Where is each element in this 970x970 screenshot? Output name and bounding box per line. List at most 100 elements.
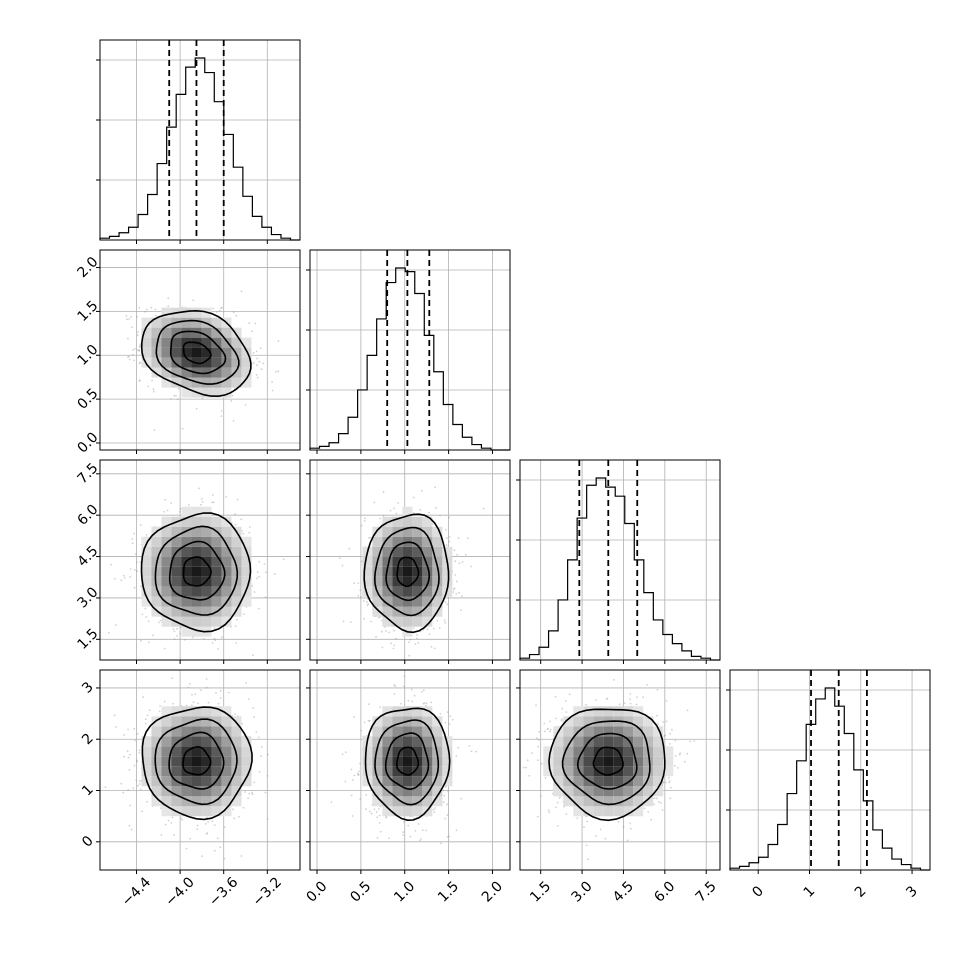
scatter-point (141, 810, 144, 813)
scatter-point (595, 835, 597, 837)
contour-line (140, 512, 252, 633)
density-cell (422, 616, 433, 627)
scatter-point (430, 645, 433, 648)
density-cell (553, 776, 564, 787)
scatter-point (233, 817, 236, 820)
density-cell (211, 596, 222, 607)
scatter-point (205, 686, 208, 689)
density-cell (412, 586, 423, 597)
density-cell (633, 806, 644, 817)
density-cell (362, 556, 373, 567)
scatter-point (604, 837, 607, 840)
density-cell (422, 776, 433, 787)
density-cell (161, 576, 172, 587)
scatter-point (271, 389, 274, 392)
scatter-point (535, 704, 537, 707)
density-cell (181, 716, 192, 727)
density-cell (392, 746, 403, 757)
scatter-point (439, 514, 441, 517)
scatter-point (258, 360, 261, 363)
scatter-point (560, 718, 563, 721)
density-cell (211, 736, 222, 747)
density-cell (191, 576, 202, 587)
density-cell (432, 776, 443, 787)
density-cell (171, 746, 182, 757)
density-cell (221, 716, 232, 727)
scatter-point (114, 624, 117, 626)
density-cell (231, 357, 242, 368)
density-cell (402, 776, 413, 787)
scatter-point (357, 594, 360, 597)
density-cell (221, 706, 232, 717)
density-cell (141, 736, 152, 747)
density-cell (241, 596, 252, 607)
x-tick-label: 0.0 (303, 878, 330, 905)
scatter-point (189, 682, 191, 685)
density-cell (653, 766, 664, 777)
density-cell (141, 546, 152, 557)
density-cell (171, 566, 182, 577)
density-cell (231, 716, 242, 727)
density-cell (151, 357, 162, 368)
scatter-point (460, 797, 463, 800)
scatter-point (630, 827, 632, 830)
scatter-point (137, 331, 140, 333)
scatter-point (266, 774, 269, 777)
density-cell (201, 786, 212, 797)
scatter-point (136, 759, 138, 762)
scatter-point (256, 376, 259, 379)
scatter-point (173, 630, 176, 633)
scatter-point (221, 306, 223, 309)
scatter-point (350, 768, 353, 771)
density-cell (422, 606, 433, 617)
density-cell (181, 566, 192, 577)
density-cell (402, 706, 413, 717)
scatter-point (409, 638, 412, 641)
scatter-point (378, 814, 381, 817)
scatter-point (171, 677, 174, 680)
scatter-point (376, 816, 379, 819)
y-tick-label: 2 (79, 730, 97, 748)
scatter-point (453, 587, 456, 590)
scatter-point (677, 767, 679, 769)
scatter-point (151, 379, 154, 382)
density-cell (161, 516, 172, 527)
scatter-point (252, 654, 254, 657)
density-cell (201, 347, 212, 358)
density-cell (382, 606, 393, 617)
scatter-point (201, 855, 203, 858)
density-cell (402, 766, 413, 777)
density-cell (583, 766, 594, 777)
scatter-point (212, 494, 214, 496)
scatter-point (455, 829, 458, 832)
density-cell (643, 736, 654, 747)
scatter-point (522, 766, 525, 769)
density-cell (412, 706, 423, 717)
density-cell (382, 556, 393, 567)
scatter-point (130, 316, 133, 318)
contour-line (363, 513, 450, 634)
scatter-point (259, 347, 262, 349)
scatter-point (128, 358, 131, 361)
density-cell (161, 556, 172, 567)
scatter-point (353, 774, 356, 777)
density-cell (171, 377, 182, 388)
density-cell (171, 327, 182, 338)
scatter-point (166, 509, 169, 512)
scatter-point (385, 630, 387, 632)
scatter-point (380, 630, 383, 633)
scatter-point (388, 631, 390, 634)
scatter-point (158, 621, 160, 624)
density-cell (663, 746, 674, 757)
scatter-point (217, 648, 219, 650)
scatter-point (251, 330, 254, 333)
density-cell (231, 586, 242, 597)
density-cell (171, 526, 182, 537)
scatter-point (277, 370, 280, 373)
density-cell (201, 377, 212, 388)
density-cell (161, 536, 172, 547)
density-cell (191, 526, 202, 537)
scatter-point (452, 591, 455, 593)
x-tick-label: −3.6 (206, 874, 241, 909)
density-cell (211, 576, 222, 587)
